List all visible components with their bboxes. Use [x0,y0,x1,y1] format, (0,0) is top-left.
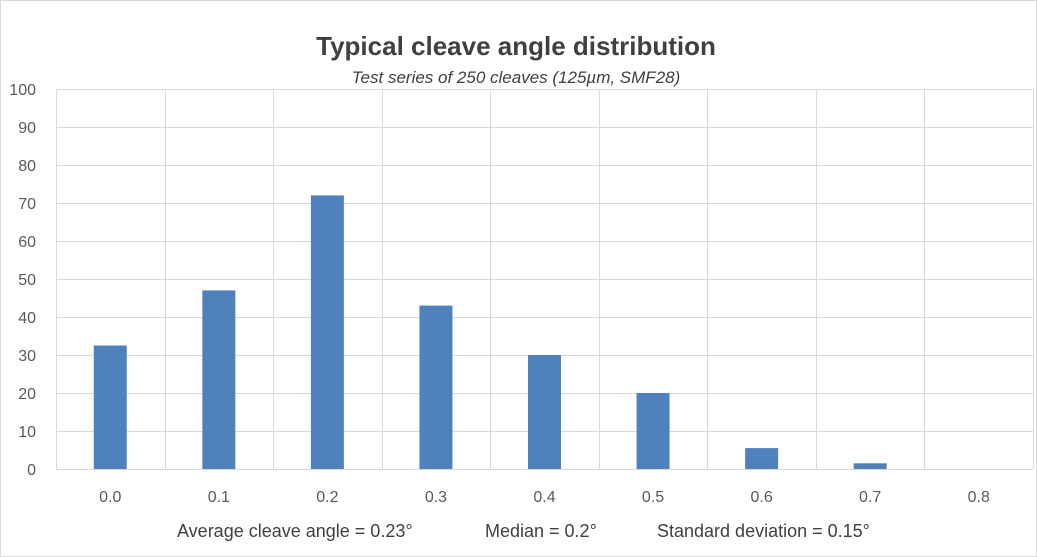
x-tick-label: 0.0 [99,489,121,506]
y-tick-label: 20 [18,386,36,403]
y-tick-label: 100 [9,82,36,99]
bar-0.1 [202,290,236,469]
chart-subtitle: Test series of 250 cleaves (125µm, SMF28… [352,68,681,87]
bar-0.7 [853,463,887,469]
bar-0.3 [419,305,453,469]
annotation-median: Median = 0.2° [485,521,597,541]
y-axis-tick-labels: 0 10 20 30 40 50 60 70 80 90 100 [9,82,36,479]
bars [93,195,887,469]
x-tick-label: 0.3 [425,489,447,506]
gridlines [56,89,1034,470]
y-tick-label: 30 [18,348,36,365]
x-tick-label: 0.1 [208,489,230,506]
x-tick-label: 0.4 [533,489,555,506]
bar-0.2 [310,195,344,469]
chart-title: Typical cleave angle distribution [316,31,716,61]
y-tick-label: 0 [27,462,36,479]
x-axis-tick-labels: 0.0 0.1 0.2 0.3 0.4 0.5 0.6 0.7 0.8 [99,489,990,506]
y-tick-label: 40 [18,310,36,327]
annotation-std-deviation: Standard deviation = 0.15° [657,521,870,541]
annotation-average: Average cleave angle = 0.23° [177,521,413,541]
y-tick-label: 80 [18,158,36,175]
x-tick-label: 0.2 [316,489,338,506]
x-tick-label: 0.6 [750,489,772,506]
bar-0.4 [528,355,561,469]
x-tick-label: 0.8 [968,489,990,506]
y-tick-label: 90 [18,120,36,137]
y-tick-label: 70 [18,196,36,213]
x-tick-label: 0.5 [642,489,664,506]
y-tick-label: 60 [18,234,36,251]
bar-0.0 [93,345,127,469]
x-tick-label: 0.7 [859,489,881,506]
y-tick-label: 50 [18,272,36,289]
y-tick-label: 10 [18,424,36,441]
bar-0.6 [745,448,779,469]
bar-0.5 [636,393,670,469]
